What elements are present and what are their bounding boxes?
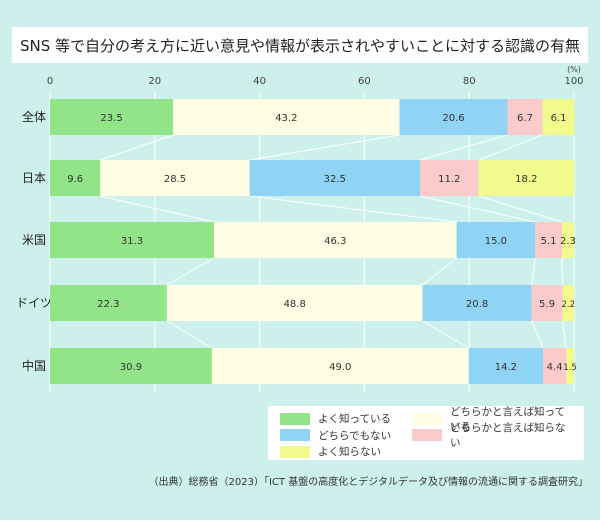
data-label: 6.1	[551, 113, 567, 124]
connector-line	[422, 257, 457, 286]
data-label: 49.0	[329, 362, 351, 373]
connector-line	[561, 320, 567, 349]
bar-segment	[531, 285, 563, 321]
category-label: ドイツ	[16, 296, 52, 310]
data-label: 14.2	[495, 362, 517, 373]
legend-item-1: どちらかと言えば知っている	[412, 406, 572, 433]
connector-line	[166, 257, 215, 286]
connector-line	[531, 320, 544, 349]
connector-line	[249, 134, 400, 161]
chart-title-text: SNS 等で自分の考え方に近い意見や情報が表示されやすいことに対する認識の有無	[19, 36, 581, 55]
chart-legend: よく知っている どちらかと言えば知っている どちらでもない どちらかと言えば知ら…	[268, 406, 584, 460]
data-label: 48.8	[284, 299, 306, 310]
legend-item-0: よく知っている	[280, 411, 412, 426]
legend-swatch-4	[280, 445, 310, 458]
bar-segment	[566, 348, 574, 384]
bar-segment	[50, 99, 174, 135]
data-label: 18.2	[515, 174, 537, 185]
bar-segment	[507, 99, 543, 135]
data-label: 30.9	[120, 362, 142, 373]
bar-segment	[50, 160, 101, 196]
legend-swatch-2	[280, 429, 310, 442]
chart-title: SNS 等で自分の考え方に近い意見や情報が表示されやすいことに対する認識の有無	[12, 27, 588, 63]
connector-line	[419, 195, 536, 223]
data-label: 9.6	[67, 174, 83, 185]
bar-segment	[456, 222, 536, 258]
x-tick-label: 60	[358, 76, 371, 87]
category-label: 米国	[22, 233, 46, 247]
bar-segment	[562, 285, 574, 321]
data-label: 5.9	[539, 299, 555, 310]
data-label: 11.2	[438, 174, 460, 185]
bar-segment	[422, 285, 532, 321]
legend-label-2: どちらでもない	[318, 429, 392, 442]
legend-swatch-1	[412, 412, 442, 425]
connector-line	[419, 134, 508, 161]
data-label: 43.2	[275, 113, 297, 124]
data-label: 28.5	[164, 174, 186, 185]
connector-line	[531, 257, 536, 286]
data-label: 46.3	[324, 236, 346, 247]
bar-segment	[542, 99, 575, 135]
legend-label-1: どちらかと言えば知っている	[450, 405, 565, 433]
bar-segment	[173, 99, 400, 135]
connector-line	[478, 195, 563, 223]
bar-segment	[561, 222, 574, 258]
bar-segment	[100, 160, 250, 196]
legend-swatch-3	[412, 429, 442, 442]
category-label: 全体	[22, 109, 46, 124]
bar-segment	[214, 222, 457, 258]
x-tick-label: 0	[47, 76, 53, 87]
connector-line	[100, 195, 215, 223]
data-label: 23.5	[100, 113, 122, 124]
connector-line	[100, 134, 174, 161]
data-label: 15.0	[485, 236, 507, 247]
bar-segment	[211, 348, 469, 384]
connector-line	[422, 320, 469, 349]
data-label: 32.5	[324, 174, 346, 185]
data-label: 2.3	[560, 236, 576, 247]
data-label: 4.4	[547, 362, 563, 373]
legend-swatch-0	[280, 412, 310, 425]
legend-label-3: どちらかと言えば知らない	[450, 422, 566, 450]
legend-item-4: よく知らない	[280, 444, 412, 459]
bar-segment	[50, 222, 215, 258]
connector-line	[166, 320, 213, 349]
legend-label-4: よく知らない	[318, 446, 381, 459]
legend-label-0: よく知っている	[318, 413, 391, 425]
legend-item-3: どちらかと言えば知らない	[412, 422, 572, 449]
bar-segment	[419, 160, 479, 196]
data-label: 31.3	[121, 236, 143, 247]
data-label: 22.3	[97, 299, 119, 310]
x-tick-label: 40	[253, 76, 266, 87]
legend-item-2: どちらでもない	[280, 428, 412, 443]
source-note: （出典）総務省（2023）「ICT 基盤の高度化とデジタルデータ及び情報の流通に…	[148, 477, 588, 488]
connector-line	[249, 195, 457, 223]
data-label: 20.8	[466, 299, 488, 310]
data-label: 5.1	[541, 236, 557, 247]
bar-segment	[468, 348, 544, 384]
connector-line	[478, 134, 543, 161]
unit-label: (%)	[567, 65, 581, 74]
bar-segment	[50, 285, 167, 321]
data-label: 20.6	[442, 113, 464, 124]
data-label: 2.2	[561, 300, 575, 310]
x-tick-label: 100	[564, 76, 583, 87]
bar-segment	[50, 348, 212, 384]
bar-segment	[535, 222, 562, 258]
bar-segment	[249, 160, 420, 196]
bar-segment	[543, 348, 567, 384]
category-label: 中国	[22, 358, 46, 373]
bar-segment	[478, 160, 574, 196]
x-tick-label: 20	[148, 76, 161, 87]
bar-segment	[166, 285, 423, 321]
category-label: 日本	[22, 171, 46, 185]
x-tick-label: 80	[463, 76, 476, 87]
data-label: 6.7	[517, 113, 533, 124]
connector-line	[561, 257, 563, 286]
bar-segment	[399, 99, 508, 135]
data-label: 1.5	[563, 363, 577, 373]
stacked-bar-chart: 0 20 40 60 80 100 (%) 全体 23.5 43.2 20.6 6.7 6.1 日本 9.6…	[16, 65, 584, 392]
